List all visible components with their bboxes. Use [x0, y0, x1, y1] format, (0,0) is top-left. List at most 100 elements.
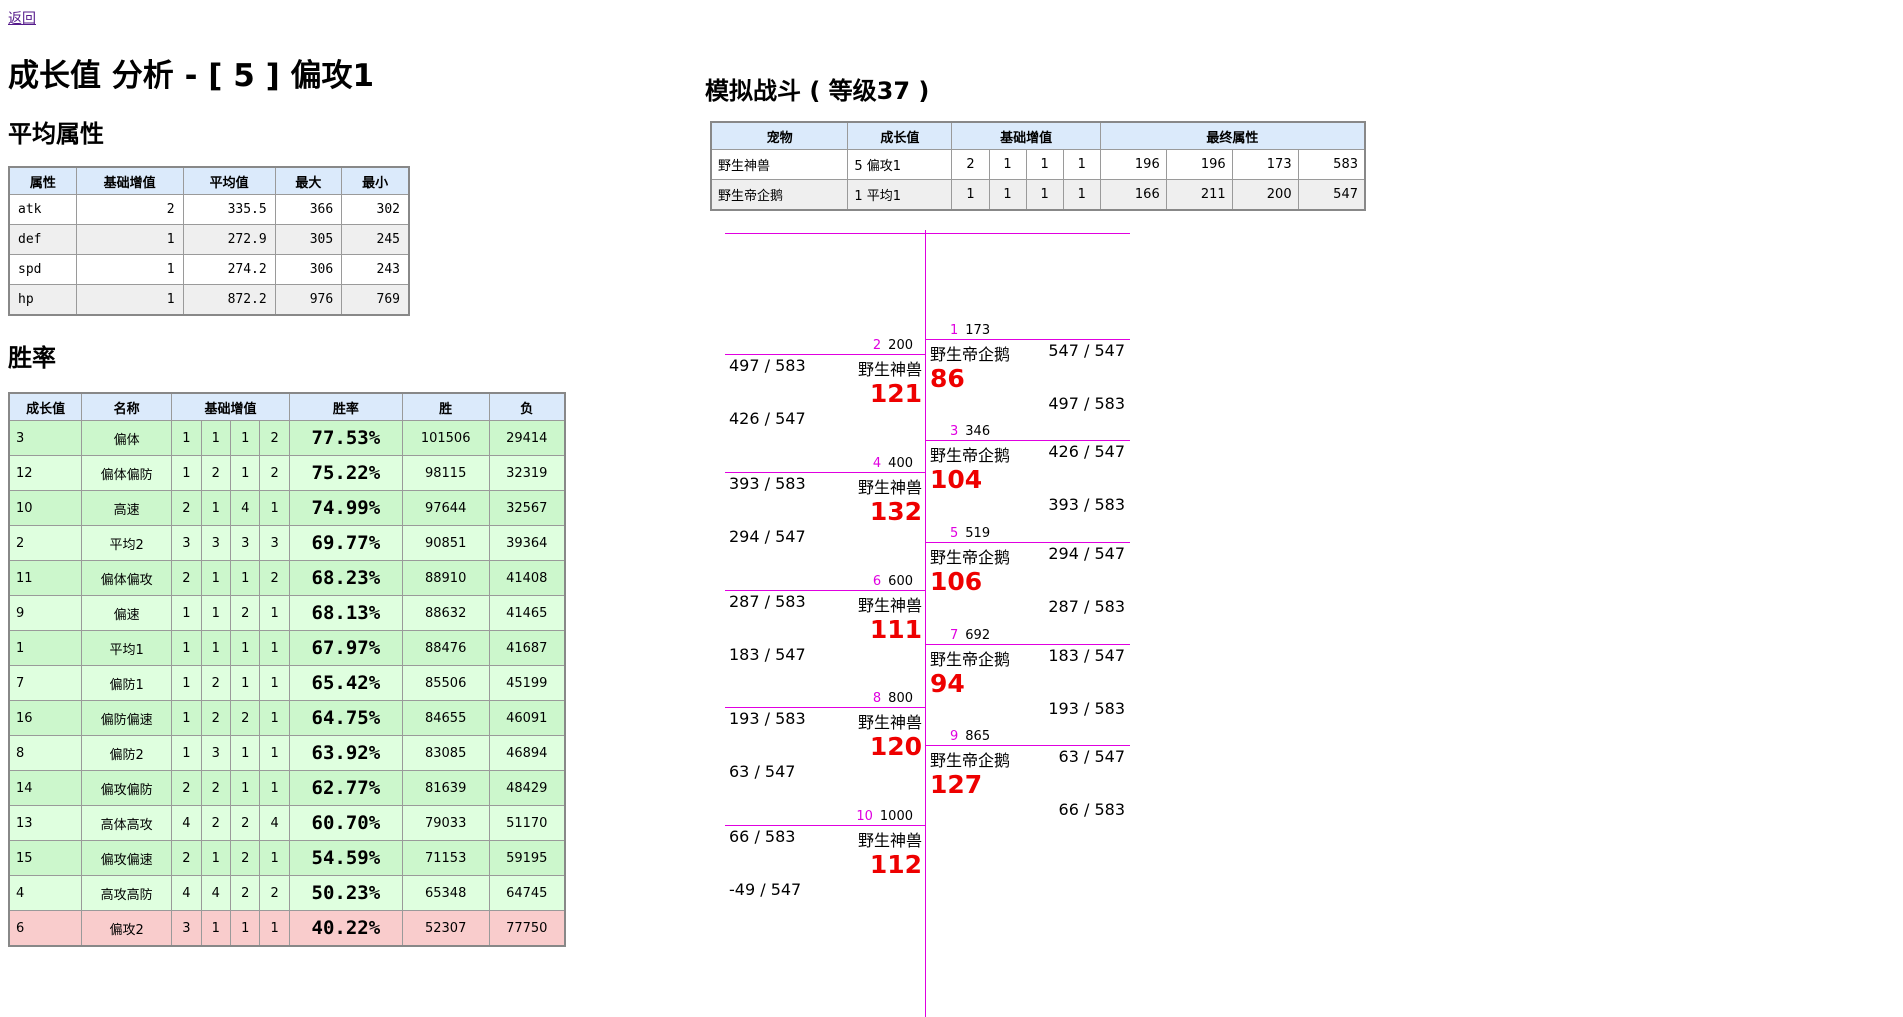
- event-time: 400: [888, 456, 913, 471]
- column-header: 成长值: [8, 392, 83, 421]
- base-cell: 1: [200, 560, 231, 596]
- win-count-cell: 52307: [401, 910, 490, 947]
- max-cell: 976: [274, 284, 343, 316]
- name-cell: 偏防2: [81, 735, 173, 771]
- base-cell: 2: [171, 840, 202, 876]
- base-cell: 1: [229, 770, 261, 806]
- table-row: 15 偏攻偏速 2 1 2 1 54.59% 71153 59195: [8, 840, 566, 876]
- base-cell: 1: [171, 665, 202, 701]
- table-row: 9 偏速 1 1 2 1 68.13% 88632 41465: [8, 595, 566, 631]
- name-cell: 偏体偏攻: [81, 560, 173, 596]
- winrate-cell: 65.42%: [288, 665, 403, 701]
- table-row: 6 偏攻2 3 1 1 1 40.22% 52307 77750: [8, 910, 566, 947]
- hp-after: 183 / 547: [729, 645, 806, 664]
- name-cell: 高攻高防: [81, 875, 173, 911]
- event-line: [725, 472, 925, 473]
- winrate-cell: 68.23%: [288, 560, 403, 596]
- hp-after: 294 / 547: [729, 527, 806, 546]
- event-line: [925, 440, 1130, 441]
- growth-cell: 1 平均1: [847, 179, 953, 211]
- event-meta: 2 200: [873, 338, 913, 353]
- table-row: 野生神兽 5 偏攻1 2 1 1 1 196 196 173 583: [710, 149, 1366, 180]
- base-cell: 3: [229, 525, 261, 561]
- column-header: 平均值: [182, 166, 276, 195]
- growth-cell: 5 偏攻1: [847, 149, 953, 180]
- base-cell: 2: [229, 805, 261, 841]
- base-cell: 2: [200, 700, 231, 736]
- base-cell: 2: [259, 560, 290, 596]
- base-cell: 1: [229, 455, 261, 491]
- lose-count-cell: 32567: [488, 490, 566, 526]
- base-cell: 1: [951, 179, 990, 211]
- hp-after: 393 / 583: [1048, 495, 1125, 514]
- base-cell: 1: [171, 735, 202, 771]
- winrate-cell: 69.77%: [288, 525, 403, 561]
- final-attr-cell: 211: [1165, 179, 1233, 211]
- table-row: hp 1 872.2 976 769: [8, 284, 410, 316]
- lose-count-cell: 51170: [488, 805, 566, 841]
- back-link[interactable]: 返回: [8, 11, 36, 27]
- final-attr-cell: 166: [1099, 179, 1167, 211]
- base-cell: 2: [229, 875, 261, 911]
- base-cell: 1: [1062, 179, 1101, 211]
- event-time: 200: [888, 338, 913, 353]
- win-count-cell: 71153: [401, 840, 490, 876]
- win-count-cell: 98115: [401, 455, 490, 491]
- base-cell: 1: [259, 630, 290, 666]
- attacker-name: 野生帝企鹅: [930, 345, 1011, 364]
- lose-count-cell: 41465: [488, 595, 566, 631]
- hp-before: 63 / 547: [1058, 747, 1125, 766]
- attr-cell: spd: [8, 254, 77, 285]
- event-time: 1000: [879, 809, 913, 824]
- damage-value: 111: [869, 615, 922, 644]
- winrate-cell: 54.59%: [288, 840, 403, 876]
- max-cell: 306: [274, 254, 343, 285]
- base-cell: 2: [259, 455, 290, 491]
- base-cell: 1: [200, 420, 231, 456]
- table-row: 8 偏防2 1 3 1 1 63.92% 83085 46894: [8, 735, 566, 771]
- table-row: 11 偏体偏攻 2 1 1 2 68.23% 88910 41408: [8, 560, 566, 596]
- hp-before: 66 / 583: [729, 827, 796, 846]
- base-cell: 3: [200, 735, 231, 771]
- page-title: 成长值 分析 - [ 5 ] 偏攻1: [8, 58, 375, 94]
- event-number: 3: [950, 424, 959, 439]
- name-cell: 偏防1: [81, 665, 173, 701]
- base-cell: 1: [1025, 149, 1064, 180]
- win-count-cell: 81639: [401, 770, 490, 806]
- winrate-cell: 77.53%: [288, 420, 403, 456]
- column-header: 最小: [341, 166, 410, 195]
- hp-before: 193 / 583: [729, 709, 806, 728]
- winrate-cell: 62.77%: [288, 770, 403, 806]
- event-time: 800: [888, 691, 913, 706]
- event-line: [925, 339, 1130, 340]
- attacker-name: 野生帝企鹅: [930, 751, 1011, 770]
- timeline-axis: [925, 230, 926, 1017]
- column-header: 属性: [8, 166, 77, 195]
- hp-before: 294 / 547: [1048, 544, 1125, 563]
- winrate-cell: 67.97%: [288, 630, 403, 666]
- min-cell: 769: [341, 284, 410, 316]
- base-cell: 2: [171, 770, 202, 806]
- growth-id-cell: 13: [8, 805, 83, 841]
- base-cell: 1: [229, 560, 261, 596]
- growth-id-cell: 2: [8, 525, 83, 561]
- column-header: 基础增值: [75, 166, 184, 195]
- base-cell: 1: [200, 840, 231, 876]
- base-cell: 1: [171, 630, 202, 666]
- battle-timeline: 2 200 497 / 583 426 / 547 野生神兽 121 4 400 393 / 5…: [725, 230, 1130, 1017]
- event-line: [925, 745, 1130, 746]
- hp-after: -49 / 547: [729, 880, 802, 899]
- attacker-name: 野生帝企鹅: [930, 548, 1011, 567]
- base-cell: 2: [229, 700, 261, 736]
- table-row: 13 高体高攻 4 2 2 4 60.70% 79033 51170: [8, 805, 566, 841]
- base-cell: 4: [229, 490, 261, 526]
- win-count-cell: 88910: [401, 560, 490, 596]
- name-cell: 平均2: [81, 525, 173, 561]
- hp-after: 63 / 547: [729, 762, 796, 781]
- event-time: 173: [965, 323, 991, 338]
- base-cell: 1: [1025, 179, 1064, 211]
- name-cell: 偏体偏防: [81, 455, 173, 491]
- event-number: 5: [950, 526, 959, 541]
- base-cell: 4: [259, 805, 290, 841]
- base-cell: 1: [229, 910, 261, 947]
